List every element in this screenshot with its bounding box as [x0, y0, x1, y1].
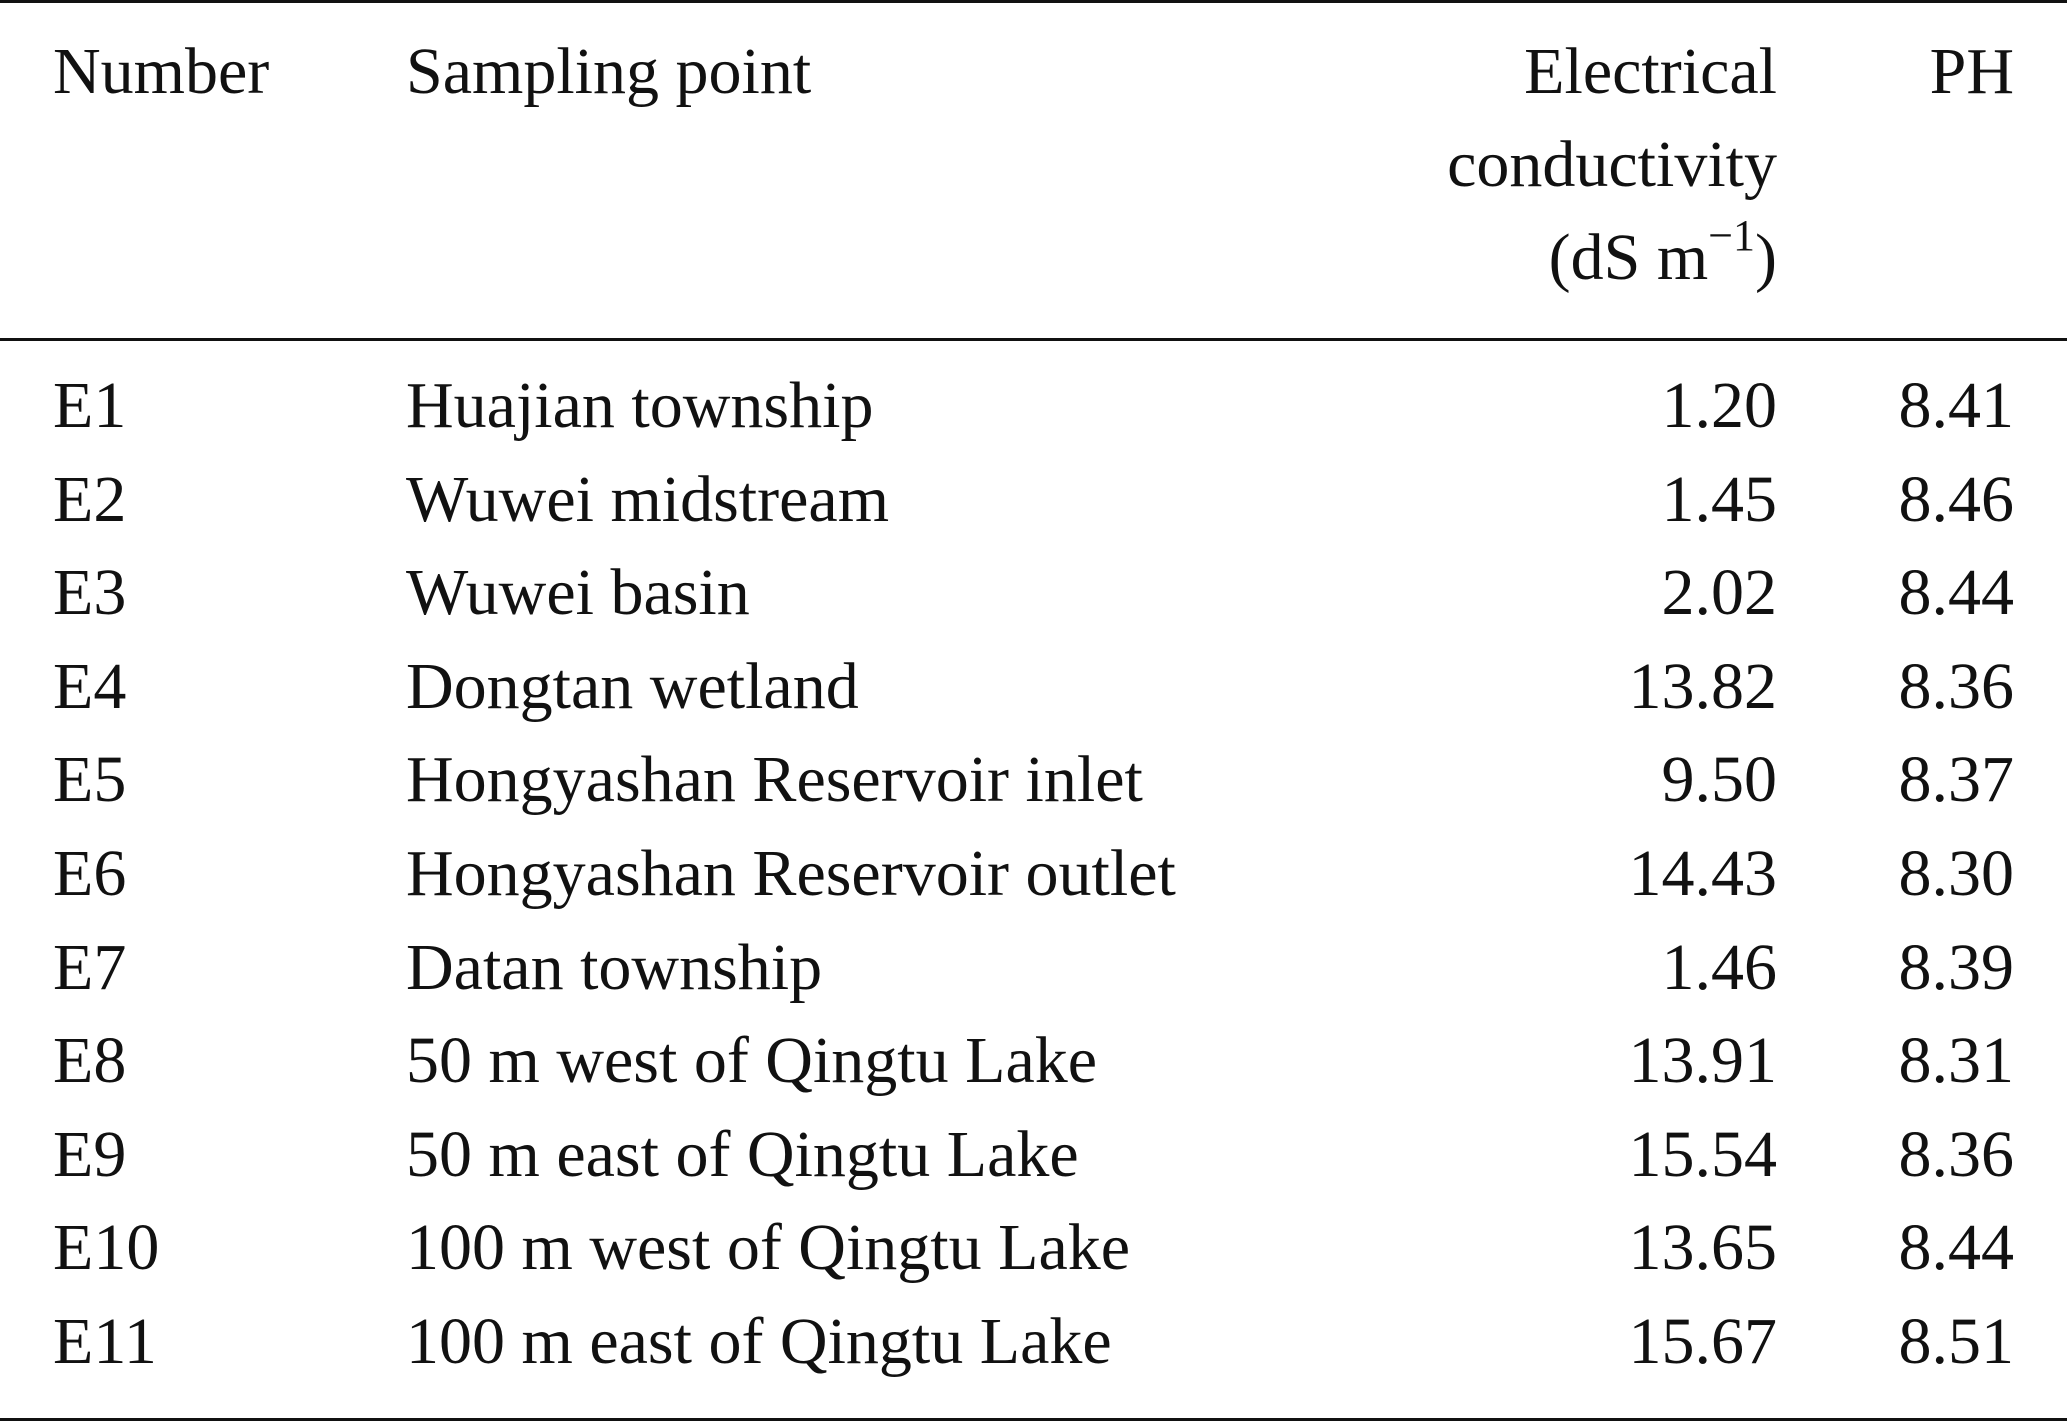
table-cell: E9 [53, 1117, 127, 1191]
table-cell: E2 [53, 462, 127, 536]
table-cell: 8.30 [1898, 837, 2015, 910]
header-unit: (dS m−1) [1548, 214, 1777, 298]
table-cell: 8.37 [1898, 743, 2015, 817]
table-cell: 8.46 [1898, 462, 2015, 536]
table-cell: E7 [53, 930, 127, 1004]
table-cell: 1.46 [1661, 930, 1778, 1004]
table-cell: Hongyashan Reservoir inlet [406, 743, 1143, 817]
table-cell: 8.44 [1898, 556, 2015, 630]
table-cell: Wuwei midstream [406, 462, 890, 536]
table-cell: Hongyashan Reservoir outlet [406, 837, 1176, 910]
table-cell: 1.45 [1661, 462, 1778, 536]
table-cell: 100 m west of Qingtu Lake [406, 1211, 1131, 1285]
header-cell: Electrical [1524, 35, 1777, 108]
table-cell: 13.65 [1628, 1211, 1778, 1285]
table-cell: Datan township [406, 930, 823, 1004]
table-cell: 8.36 [1898, 649, 2015, 723]
bottom-rule [0, 1418, 2067, 1421]
table-cell: 9.50 [1661, 743, 1778, 817]
table-cell: 8.36 [1898, 1117, 2015, 1191]
table-cell: E4 [53, 649, 127, 723]
table-cell: 50 m east of Qingtu Lake [406, 1117, 1079, 1191]
unit-text: (dS m [1548, 221, 1709, 294]
table-cell: Wuwei basin [406, 556, 750, 630]
table-cell: 2.02 [1661, 556, 1778, 630]
table-cell: 15.54 [1628, 1117, 1778, 1191]
unit-suffix: ) [1755, 221, 1777, 294]
table-cell: 100 m east of Qingtu Lake [406, 1305, 1112, 1378]
table-cell: E10 [53, 1211, 160, 1285]
table-cell: 8.31 [1898, 1024, 2015, 1098]
table-cell: E6 [53, 837, 127, 910]
table-cell: 8.44 [1898, 1211, 2015, 1285]
table-cell: 13.91 [1628, 1024, 1778, 1098]
top-rule [0, 0, 2067, 3]
table-cell: 8.41 [1898, 369, 2015, 442]
table-cell: 8.39 [1898, 930, 2015, 1004]
header-cell: Number [53, 35, 270, 108]
table-cell: E11 [53, 1305, 157, 1378]
table-cell: Huajian township [406, 369, 874, 442]
table-cell: 15.67 [1628, 1305, 1778, 1378]
header-cell: conductivity [1447, 128, 1777, 201]
mid-rule [0, 338, 2067, 341]
table-cell: E1 [53, 369, 127, 442]
table-cell: 14.43 [1628, 837, 1778, 910]
table-cell: 50 m west of Qingtu Lake [406, 1024, 1098, 1098]
table-cell: E8 [53, 1024, 127, 1098]
table-cell: 1.20 [1661, 369, 1778, 442]
table-cell: E5 [53, 743, 127, 817]
table-cell: E3 [53, 556, 127, 630]
unit-superscript: −1 [1708, 211, 1756, 260]
header-cell: PH [1929, 35, 2014, 108]
table-cell: 8.51 [1898, 1305, 2015, 1378]
header-cell: Sampling point [406, 35, 812, 108]
table-cell: 13.82 [1628, 649, 1778, 723]
table-cell: Dongtan wetland [406, 649, 859, 723]
